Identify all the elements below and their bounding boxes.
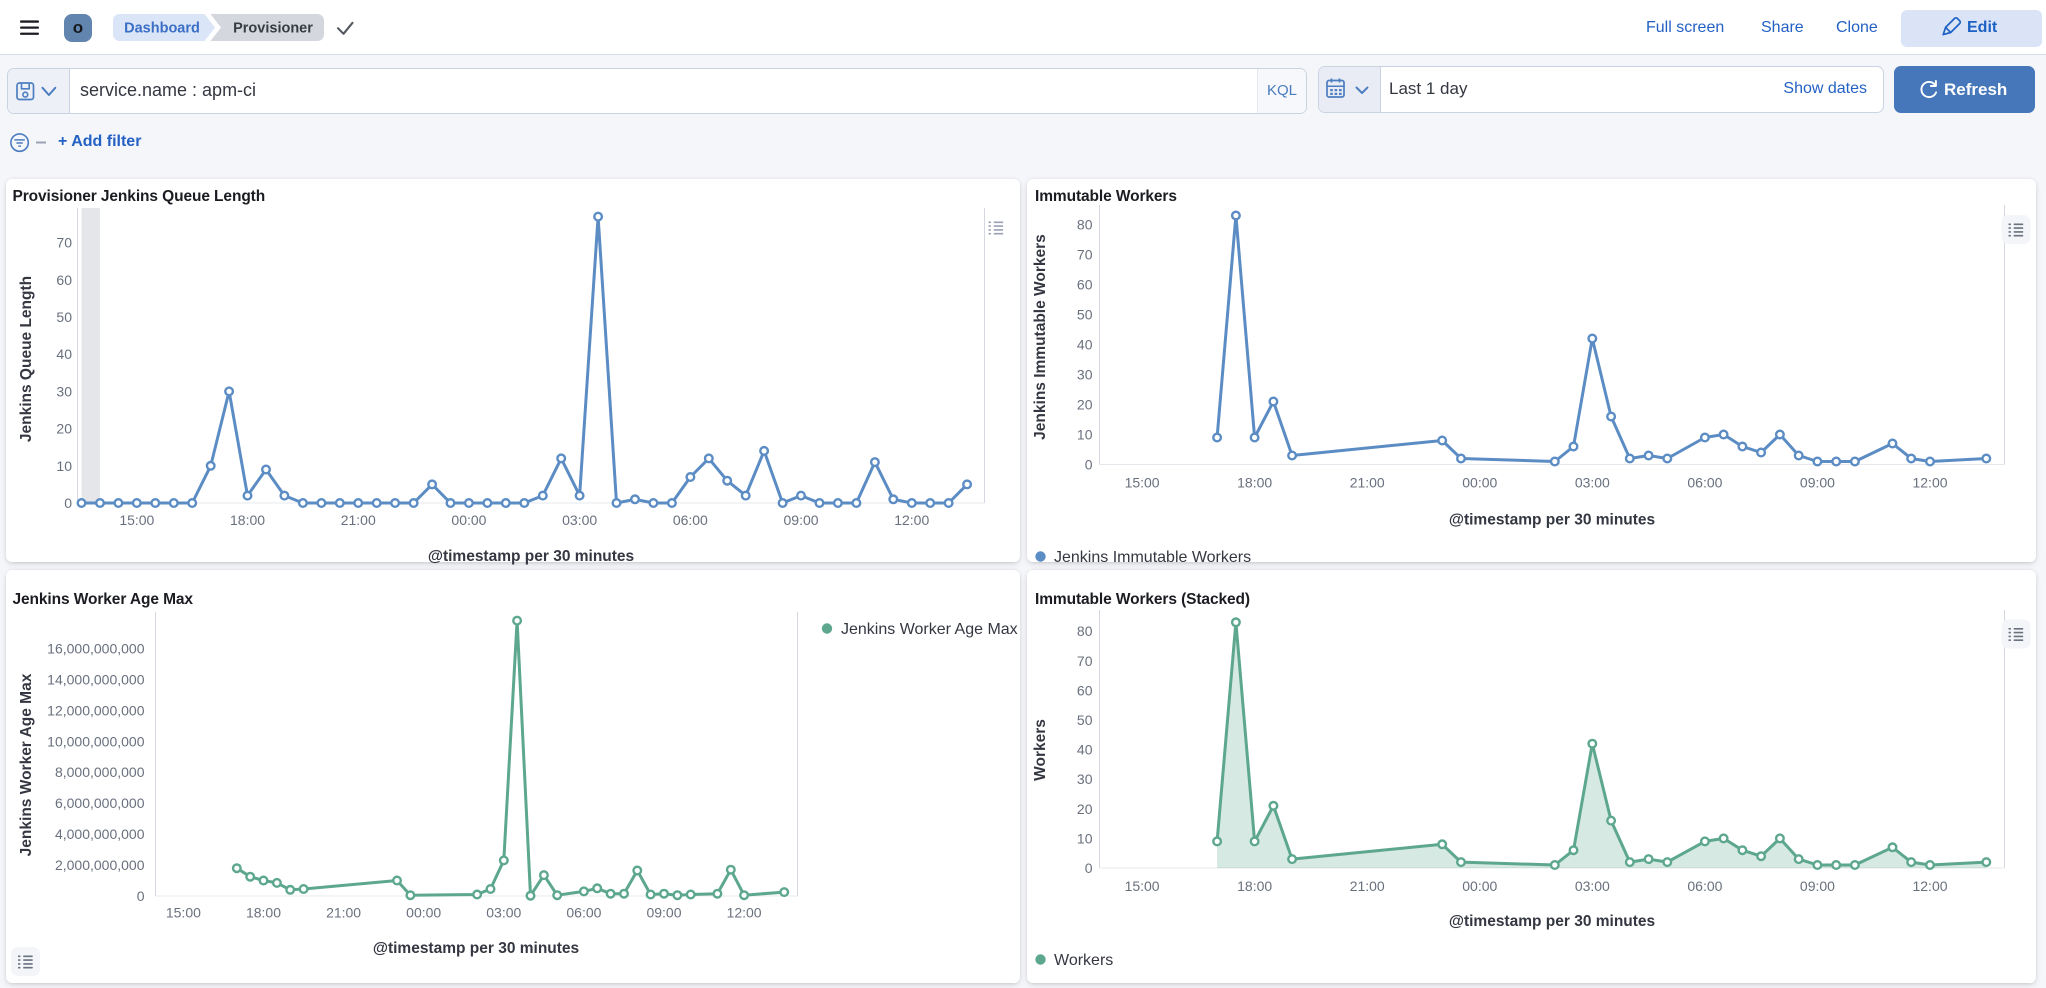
svg-text:21:00: 21:00 xyxy=(1350,878,1385,894)
svg-text:10: 10 xyxy=(56,458,72,474)
svg-text:18:00: 18:00 xyxy=(246,905,281,921)
svg-text:00:00: 00:00 xyxy=(1462,878,1497,894)
svg-text:03:00: 03:00 xyxy=(486,905,521,921)
svg-text:10: 10 xyxy=(1077,830,1093,846)
svg-text:00:00: 00:00 xyxy=(1462,475,1497,491)
svg-text:12:00: 12:00 xyxy=(727,905,762,921)
svg-text:@timestamp per 30 minutes: @timestamp per 30 minutes xyxy=(1449,512,1655,529)
svg-text:60: 60 xyxy=(1077,682,1093,698)
svg-text:09:00: 09:00 xyxy=(784,512,819,528)
svg-text:00:00: 00:00 xyxy=(406,905,441,921)
svg-text:21:00: 21:00 xyxy=(341,512,376,528)
svg-text:40: 40 xyxy=(56,346,72,362)
svg-text:60: 60 xyxy=(1077,277,1093,293)
svg-text:15:00: 15:00 xyxy=(119,512,154,528)
svg-text:Jenkins Immutable Workers: Jenkins Immutable Workers xyxy=(1032,234,1049,440)
svg-text:09:00: 09:00 xyxy=(1800,475,1835,491)
svg-text:0: 0 xyxy=(64,495,72,511)
svg-text:00:00: 00:00 xyxy=(451,512,486,528)
svg-text:03:00: 03:00 xyxy=(1575,475,1610,491)
svg-text:06:00: 06:00 xyxy=(1687,475,1722,491)
svg-text:21:00: 21:00 xyxy=(1350,475,1385,491)
svg-text:12,000,000,000: 12,000,000,000 xyxy=(47,702,145,718)
svg-text:12:00: 12:00 xyxy=(1912,878,1947,894)
svg-text:06:00: 06:00 xyxy=(566,905,601,921)
svg-text:70: 70 xyxy=(1077,653,1093,669)
svg-text:Dashboard: Dashboard xyxy=(124,21,200,37)
svg-text:12:00: 12:00 xyxy=(894,512,929,528)
svg-text:06:00: 06:00 xyxy=(1687,878,1722,894)
svg-text:20: 20 xyxy=(1077,397,1093,413)
svg-text:18:00: 18:00 xyxy=(1237,475,1272,491)
svg-text:50: 50 xyxy=(56,309,72,325)
svg-text:06:00: 06:00 xyxy=(673,512,708,528)
svg-text:6,000,000,000: 6,000,000,000 xyxy=(55,795,145,811)
svg-text:50: 50 xyxy=(1077,307,1093,323)
svg-text:18:00: 18:00 xyxy=(1237,878,1272,894)
svg-text:60: 60 xyxy=(56,272,72,288)
svg-text:30: 30 xyxy=(1077,367,1093,383)
svg-text:@timestamp per 30 minutes: @timestamp per 30 minutes xyxy=(1449,913,1655,930)
svg-text:21:00: 21:00 xyxy=(326,905,361,921)
svg-text:03:00: 03:00 xyxy=(1575,878,1610,894)
svg-text:70: 70 xyxy=(56,235,72,251)
svg-text:03:00: 03:00 xyxy=(562,512,597,528)
svg-text:8,000,000,000: 8,000,000,000 xyxy=(55,764,145,780)
svg-text:0: 0 xyxy=(1085,860,1093,876)
svg-text:Workers: Workers xyxy=(1054,952,1113,969)
svg-text:09:00: 09:00 xyxy=(1800,878,1835,894)
svg-text:Workers: Workers xyxy=(1032,719,1049,781)
svg-text:2,000,000,000: 2,000,000,000 xyxy=(55,857,145,873)
svg-text:4,000,000,000: 4,000,000,000 xyxy=(55,826,145,842)
svg-text:20: 20 xyxy=(56,421,72,437)
svg-text:Jenkins Queue Length: Jenkins Queue Length xyxy=(18,276,35,442)
svg-text:40: 40 xyxy=(1077,742,1093,758)
svg-text:30: 30 xyxy=(56,383,72,399)
svg-text:Jenkins Immutable Workers: Jenkins Immutable Workers xyxy=(1054,549,1251,566)
svg-text:@timestamp per 30 minutes: @timestamp per 30 minutes xyxy=(373,940,579,957)
svg-text:@timestamp per 30 minutes: @timestamp per 30 minutes xyxy=(428,548,634,565)
svg-text:Jenkins Worker Age Max: Jenkins Worker Age Max xyxy=(841,621,1018,638)
svg-text:16,000,000,000: 16,000,000,000 xyxy=(47,640,145,656)
svg-text:10: 10 xyxy=(1077,427,1093,443)
svg-text:30: 30 xyxy=(1077,771,1093,787)
svg-text:80: 80 xyxy=(1077,217,1093,233)
svg-text:Provisioner: Provisioner xyxy=(233,21,313,37)
svg-text:12:00: 12:00 xyxy=(1912,475,1947,491)
svg-text:15:00: 15:00 xyxy=(1125,475,1160,491)
svg-text:10,000,000,000: 10,000,000,000 xyxy=(47,733,145,749)
svg-text:50: 50 xyxy=(1077,712,1093,728)
svg-text:0: 0 xyxy=(137,888,145,904)
svg-text:0: 0 xyxy=(1085,457,1093,473)
svg-text:20: 20 xyxy=(1077,801,1093,817)
svg-text:15:00: 15:00 xyxy=(1125,878,1160,894)
svg-text:70: 70 xyxy=(1077,247,1093,263)
svg-text:Jenkins Worker Age Max: Jenkins Worker Age Max xyxy=(18,673,35,856)
svg-text:40: 40 xyxy=(1077,337,1093,353)
svg-text:09:00: 09:00 xyxy=(646,905,681,921)
svg-text:14,000,000,000: 14,000,000,000 xyxy=(47,671,145,687)
svg-text:80: 80 xyxy=(1077,623,1093,639)
svg-text:15:00: 15:00 xyxy=(166,905,201,921)
svg-text:18:00: 18:00 xyxy=(230,512,265,528)
